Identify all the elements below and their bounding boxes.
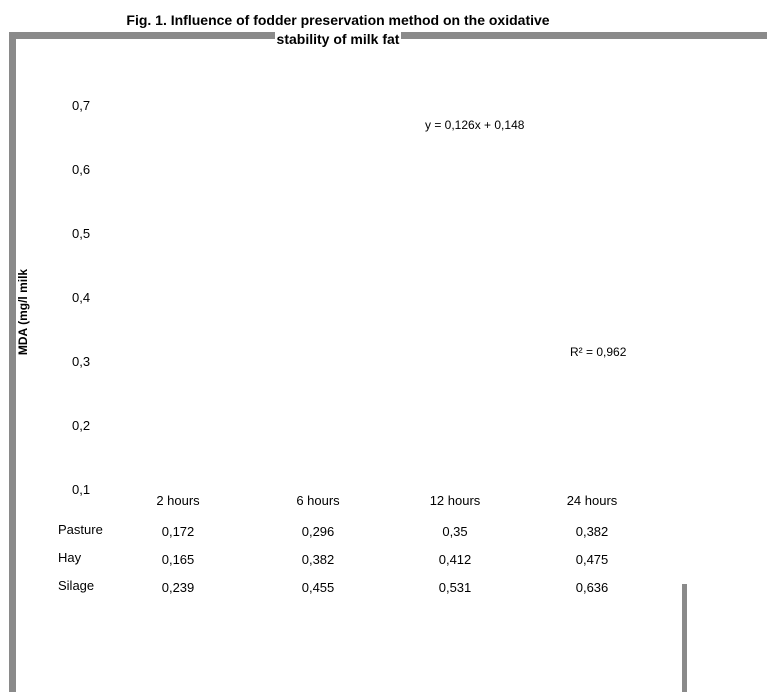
category-label: 24 hours xyxy=(566,493,618,508)
y-tick-label: 0,3 xyxy=(72,354,91,369)
y-tick-label: 0,5 xyxy=(72,226,91,241)
data-value-cell: 0,412 xyxy=(438,552,472,567)
data-value-cell: 0,382 xyxy=(575,524,609,539)
series-label: Silage xyxy=(58,578,95,593)
series-label: Hay xyxy=(58,550,82,565)
y-tick-label: 0,7 xyxy=(72,98,91,113)
data-value-cell: 0,455 xyxy=(301,580,335,595)
y-tick-label: 0,4 xyxy=(72,290,91,305)
category-label: 6 hours xyxy=(296,493,340,508)
data-value-cell: 0,165 xyxy=(161,552,195,567)
data-value-cell: 0,172 xyxy=(161,524,195,539)
trendline-equation: y = 0,126x + 0,148 xyxy=(425,118,525,132)
data-value-cell: 0,382 xyxy=(301,552,335,567)
r-squared-label: R² = 0,962 xyxy=(570,345,627,359)
y-axis-label: MDA (mg/l milk xyxy=(16,268,30,356)
chart-frame-left-border xyxy=(9,32,16,692)
data-value-cell: 0,35 xyxy=(442,524,468,539)
series-label: Pasture xyxy=(58,522,103,537)
data-value-cell: 0,239 xyxy=(161,580,195,595)
category-label: 2 hours xyxy=(156,493,200,508)
chart-title-line2: stability of milk fat xyxy=(274,31,402,47)
data-value-cell: 0,636 xyxy=(575,580,609,595)
data-value-cell: 0,296 xyxy=(301,524,335,539)
y-tick-label: 0,1 xyxy=(72,482,91,497)
chart-frame-vertical-bar xyxy=(682,584,687,692)
chart-title: Fig. 1. Influence of fodder preservation… xyxy=(58,11,618,49)
chart-title-line1: Fig. 1. Influence of fodder preservation… xyxy=(124,12,552,28)
category-label: 12 hours xyxy=(429,493,481,508)
y-tick-label: 0,2 xyxy=(72,418,91,433)
data-value-cell: 0,531 xyxy=(438,580,472,595)
y-tick-label: 0,6 xyxy=(72,162,91,177)
data-value-cell: 0,475 xyxy=(575,552,609,567)
